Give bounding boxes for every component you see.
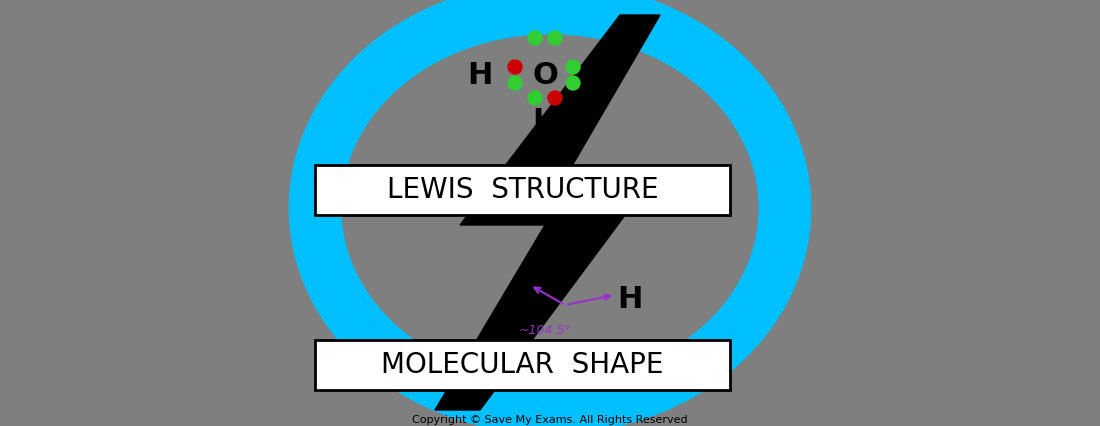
- Text: LEWIS  STRUCTURE: LEWIS STRUCTURE: [387, 176, 658, 204]
- Text: O: O: [532, 60, 558, 89]
- Circle shape: [548, 91, 562, 105]
- Text: Copyright © Save My Exams. All Rights Reserved: Copyright © Save My Exams. All Rights Re…: [412, 415, 688, 425]
- Circle shape: [566, 76, 580, 90]
- Text: H: H: [468, 60, 493, 89]
- Text: H: H: [532, 107, 558, 136]
- Polygon shape: [434, 15, 660, 410]
- Circle shape: [528, 31, 542, 45]
- Circle shape: [548, 31, 562, 45]
- Text: ~104.5°: ~104.5°: [518, 323, 571, 337]
- Text: MOLECULAR  SHAPE: MOLECULAR SHAPE: [382, 351, 663, 379]
- Circle shape: [528, 91, 542, 105]
- Circle shape: [566, 60, 580, 74]
- Text: H: H: [617, 285, 642, 314]
- Circle shape: [508, 76, 522, 90]
- Circle shape: [508, 60, 522, 74]
- FancyBboxPatch shape: [315, 165, 730, 215]
- FancyBboxPatch shape: [315, 340, 730, 390]
